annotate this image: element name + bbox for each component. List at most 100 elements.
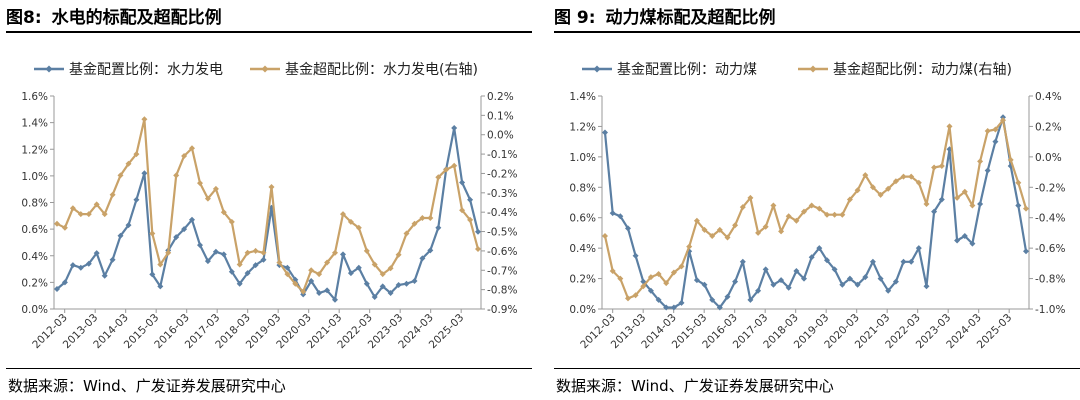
data-point (785, 284, 792, 291)
data-point (816, 245, 823, 252)
data-point (678, 263, 685, 270)
y-left-tick-label: 0.8% (21, 198, 48, 210)
data-point (197, 242, 203, 249)
y-right-tick-label: -0.5% (487, 227, 517, 239)
data-point (300, 288, 307, 295)
figure-title-text: 动力煤标配及超配比例 (605, 8, 776, 28)
data-point (762, 223, 769, 230)
data-point (419, 255, 426, 262)
data-point (427, 247, 434, 254)
data-point (877, 191, 884, 198)
data-point (609, 210, 616, 217)
data-point (846, 196, 853, 203)
data-point (157, 283, 164, 290)
data-point (467, 196, 474, 203)
data-point (954, 194, 961, 201)
data-point (54, 220, 60, 227)
chart-panel-hydropower: 图8: 水电的标配及超配比例 基金配置比例：水力发电 基金超配比例：水力发电(右轴)… (6, 0, 532, 400)
data-point (824, 211, 830, 218)
figure-title: 图 9: 动力煤标配及超配比例 (554, 3, 776, 28)
data-point (701, 281, 708, 288)
data-point (101, 272, 108, 279)
data-point (347, 218, 354, 225)
data-point (892, 178, 899, 185)
data-point (617, 275, 624, 282)
source-rule (6, 368, 532, 369)
data-point (435, 174, 442, 181)
data-point (816, 205, 823, 212)
line-chart-thermal-coal: 基金配置比例：动力煤 基金超配比例：动力煤(右轴) 0.0% 0.2% 0.4% 0.6%… (569, 61, 1065, 351)
data-point (747, 296, 754, 303)
data-point (181, 153, 188, 159)
data-point (900, 173, 907, 180)
data-point (938, 163, 945, 169)
data-point (954, 237, 961, 244)
data-point (938, 196, 945, 203)
data-point (778, 277, 785, 284)
legend: 基金配置比例：动力煤 基金超配比例：动力煤(右轴) (582, 61, 1012, 78)
y-right-tick-label: -0.2% (1035, 182, 1065, 194)
data-point (632, 252, 639, 259)
data-point (141, 116, 148, 123)
data-point (236, 261, 243, 268)
y-left-tick-label: 1.0% (569, 152, 596, 164)
data-point (443, 166, 450, 173)
data-point (260, 249, 267, 256)
data-point (609, 268, 616, 274)
data-point (379, 283, 386, 290)
series-over (54, 116, 481, 295)
data-point (395, 282, 402, 288)
y-left-tick-label: 0.2% (21, 277, 48, 289)
data-point (1015, 202, 1022, 209)
data-point (435, 224, 442, 231)
data-point (324, 259, 331, 266)
y-left-tick-label: 0.6% (21, 224, 48, 236)
data-point (379, 271, 386, 278)
data-point (340, 211, 346, 218)
figure-label: 图 9: (554, 8, 596, 28)
data-point (831, 211, 838, 218)
data-point (663, 304, 670, 311)
y-right-tick-label: 0.1% (487, 110, 514, 122)
data-point (220, 209, 227, 216)
data-point (292, 280, 299, 287)
data-point (54, 286, 60, 292)
data-point (411, 220, 418, 227)
data-point (1000, 117, 1006, 124)
data-point (801, 275, 807, 282)
data-point (732, 278, 739, 285)
data-point (459, 207, 466, 214)
data-point (173, 172, 180, 179)
data-point (732, 222, 739, 229)
data-point (284, 271, 291, 278)
y-right-tick-label: -0.3% (487, 188, 517, 200)
data-point (204, 195, 211, 202)
data-point (693, 277, 700, 284)
data-point (276, 259, 283, 266)
y-right-tick-label: -0.2% (487, 168, 517, 180)
data-point (252, 247, 259, 254)
data-point (284, 264, 291, 271)
y-left-tick-label: 1.6% (21, 91, 48, 103)
data-point (85, 211, 92, 218)
y-left-tick-label: 0.8% (569, 182, 596, 194)
legend: 基金配置比例：水力发电 基金超配比例：水力发电(右轴) (34, 61, 478, 78)
data-point (117, 232, 124, 239)
data-point (332, 296, 338, 303)
legend-swatch-marker (593, 65, 601, 73)
data-point (992, 138, 999, 145)
data-point (355, 224, 362, 231)
data-point (197, 180, 203, 187)
data-point (747, 194, 754, 201)
data-point (770, 281, 777, 288)
y-left-tick-label: 1.4% (569, 91, 596, 103)
data-point (157, 261, 164, 268)
data-point (475, 246, 481, 252)
data-point (459, 179, 466, 186)
data-point (869, 258, 876, 265)
data-point (663, 280, 670, 287)
data-point (165, 249, 172, 256)
y-left-tick-label: 0.4% (21, 251, 48, 263)
y-left-tick-label: 0.0% (569, 304, 596, 316)
data-point (173, 234, 180, 241)
